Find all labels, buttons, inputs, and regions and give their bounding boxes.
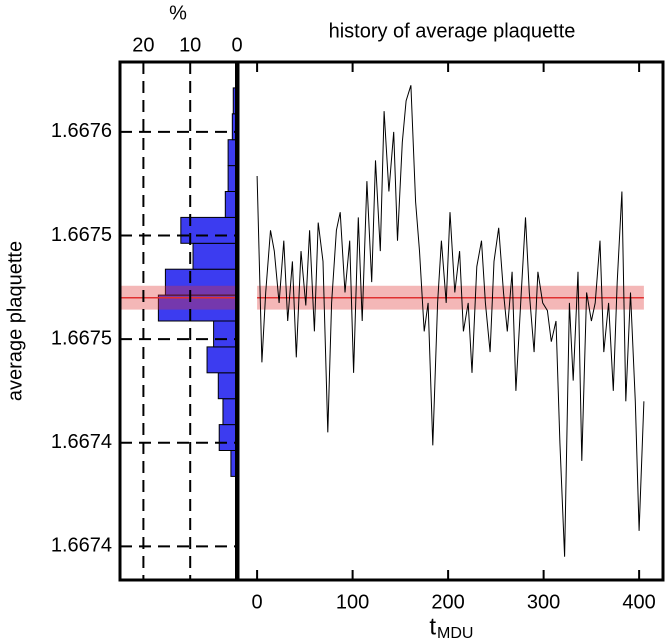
histogram-bar (213, 320, 238, 348)
y-tick-label: 1.6674 (51, 431, 112, 453)
line-frame (236, 60, 665, 582)
histogram-bar (218, 424, 238, 452)
x-axis-label: t (429, 613, 436, 640)
x-tick-label: 0 (231, 34, 242, 56)
x-tick-label: 400 (622, 591, 655, 613)
histogram-bar (222, 398, 238, 426)
x-tick-label: 100 (336, 591, 369, 613)
y-tick-label: 1.6676 (51, 120, 112, 142)
x-tick-label: 10 (179, 34, 201, 56)
x-tick-label: 200 (431, 591, 464, 613)
y-axis-label: average plaquette (4, 241, 26, 401)
x-tick-label: 300 (527, 591, 560, 613)
y-tick-label: 1.6675 (51, 224, 112, 246)
chart-title: history of average plaquette (329, 20, 576, 42)
histogram-bar (206, 346, 238, 374)
histogram-bar (217, 372, 238, 400)
x-tick-label: 0 (252, 591, 263, 613)
histogram-bar (192, 242, 238, 270)
y-tick-label: 1.6675 (51, 327, 112, 349)
y-tick-label: 1.6674 (51, 535, 112, 557)
histogram-bar (164, 268, 238, 296)
history-line (256, 85, 645, 557)
x-tick-label: 20 (132, 34, 154, 56)
histogram-axis-label: % (169, 2, 187, 24)
x-axis-label-sub: MDU (437, 625, 473, 642)
